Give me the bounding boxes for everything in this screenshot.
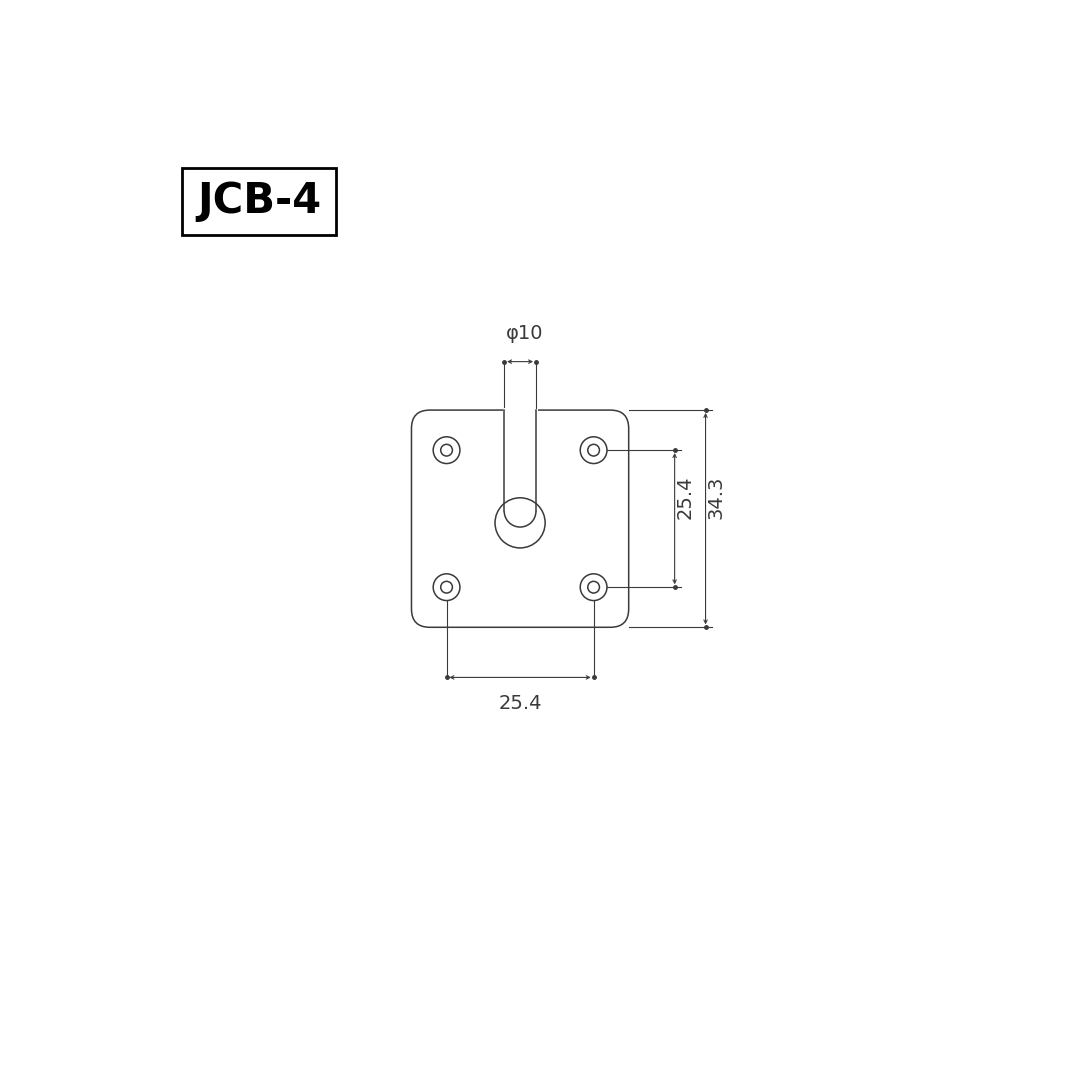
Circle shape (433, 574, 460, 601)
Text: φ10: φ10 (505, 324, 543, 343)
Circle shape (580, 437, 607, 463)
Circle shape (441, 582, 453, 593)
Circle shape (588, 445, 599, 456)
Text: 34.3: 34.3 (707, 475, 726, 519)
FancyBboxPatch shape (181, 168, 336, 234)
Circle shape (441, 445, 453, 456)
Circle shape (580, 574, 607, 601)
FancyBboxPatch shape (411, 410, 629, 627)
Bar (504, 408, 536, 511)
Circle shape (433, 437, 460, 463)
Text: 25.4: 25.4 (498, 694, 542, 713)
Text: JCB-4: JCB-4 (197, 180, 321, 222)
Circle shape (495, 498, 545, 548)
Text: 25.4: 25.4 (676, 475, 696, 519)
Circle shape (588, 582, 599, 593)
